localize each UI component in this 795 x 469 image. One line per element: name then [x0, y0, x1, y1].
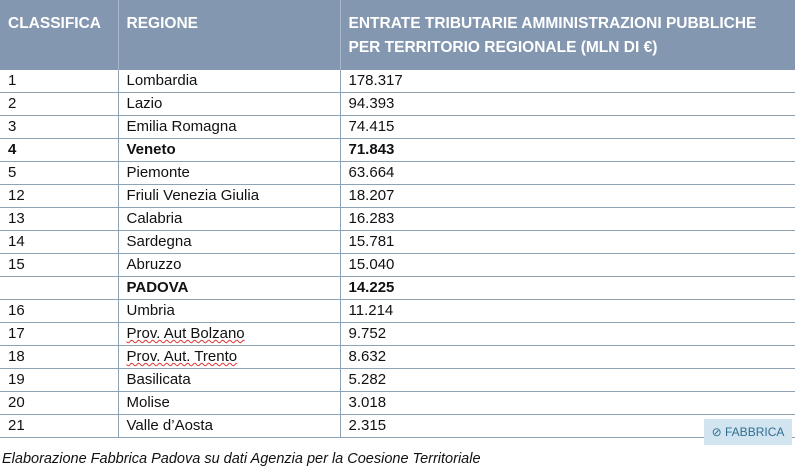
cell-value: 15.781 [340, 230, 795, 254]
cell-rank: 21 [0, 414, 119, 438]
table-row: 15 Abruzzo 15.040 [0, 253, 795, 277]
cell-rank: 14 [0, 230, 119, 254]
header-regione: REGIONE [118, 0, 341, 70]
region-text: Prov. Aut. Trento [126, 348, 238, 365]
cell-rank: 3 [0, 115, 119, 139]
cell-rank: 4 [0, 138, 119, 162]
cell-region: PADOVA [118, 276, 341, 300]
cell-value: 16.283 [340, 207, 795, 231]
table-row: 5 Piemonte 63.664 [0, 161, 795, 185]
table-row: 13 Calabria 16.283 [0, 207, 795, 231]
header-row: CLASSIFICA REGIONE ENTRATE TRIBUTARIE AM… [0, 0, 795, 70]
cell-rank: 16 [0, 299, 119, 323]
cell-rank: 15 [0, 253, 119, 277]
ranking-table: CLASSIFICA REGIONE ENTRATE TRIBUTARIE AM… [0, 0, 795, 438]
cell-rank: 17 [0, 322, 119, 346]
cell-rank: 2 [0, 92, 119, 116]
cell-region: Prov. Aut Bolzano [118, 322, 341, 346]
cell-value: 11.214 [340, 299, 795, 323]
cell-value: 14.225 [340, 276, 795, 300]
cell-value: 3.018 [340, 391, 795, 415]
cell-rank: 12 [0, 184, 119, 208]
table-row: 4 Veneto 71.843 [0, 138, 795, 162]
cell-value: 94.393 [340, 92, 795, 116]
cell-region: Basilicata [118, 368, 341, 392]
cell-rank: 18 [0, 345, 119, 369]
table-row: 2 Lazio 94.393 [0, 92, 795, 116]
table-row: 20 Molise 3.018 [0, 391, 795, 415]
table-row: 19 Basilicata 5.282 [0, 368, 795, 392]
header-entrate: ENTRATE TRIBUTARIE AMMINISTRAZIONI PUBBL… [340, 0, 795, 70]
cell-region: Molise [118, 391, 341, 415]
table-row: 18 Prov. Aut. Trento 8.632 [0, 345, 795, 369]
cell-rank: 20 [0, 391, 119, 415]
cell-region: Calabria [118, 207, 341, 231]
cell-value: 2.315 [340, 414, 795, 438]
cell-value: 63.664 [340, 161, 795, 185]
cell-region: Friuli Venezia Giulia [118, 184, 341, 208]
table-row: 17 Prov. Aut Bolzano 9.752 [0, 322, 795, 346]
table-row: 3 Emilia Romagna 74.415 [0, 115, 795, 139]
cell-region: Umbria [118, 299, 341, 323]
cell-region: Abruzzo [118, 253, 341, 277]
cell-value: 18.207 [340, 184, 795, 208]
region-text: Prov. Aut Bolzano [126, 325, 245, 342]
cell-region: Prov. Aut. Trento [118, 345, 341, 369]
cell-value: 71.843 [340, 138, 795, 162]
cell-value: 5.282 [340, 368, 795, 392]
cell-rank: 13 [0, 207, 119, 231]
cell-rank: 19 [0, 368, 119, 392]
table-row: 21 Valle d’Aosta 2.315 [0, 414, 795, 438]
cell-rank [0, 276, 119, 300]
cell-rank: 1 [0, 70, 119, 93]
cell-rank: 5 [0, 161, 119, 185]
cell-region: Veneto [118, 138, 341, 162]
cell-region: Piemonte [118, 161, 341, 185]
cell-value: 74.415 [340, 115, 795, 139]
table-row: PADOVA 14.225 [0, 276, 795, 300]
cell-region: Emilia Romagna [118, 115, 341, 139]
cell-region: Lazio [118, 92, 341, 116]
table-row: 14 Sardegna 15.781 [0, 230, 795, 254]
cell-value: 8.632 [340, 345, 795, 369]
table-row: 1 Lombardia 178.317 [0, 70, 795, 93]
cell-value: 15.040 [340, 253, 795, 277]
cell-value: 9.752 [340, 322, 795, 346]
table-row: 16 Umbria 11.214 [0, 299, 795, 323]
cell-region: Valle d’Aosta [118, 414, 341, 438]
source-caption: Elaborazione Fabbrica Padova su dati Age… [2, 451, 481, 467]
header-classifica: CLASSIFICA [0, 0, 119, 70]
fabbrica-padova-logo: ⊘ FABBRICA [704, 419, 792, 445]
table-row: 12 Friuli Venezia Giulia 18.207 [0, 184, 795, 208]
cell-region: Lombardia [118, 70, 341, 93]
cell-region: Sardegna [118, 230, 341, 254]
cell-value: 178.317 [340, 70, 795, 93]
